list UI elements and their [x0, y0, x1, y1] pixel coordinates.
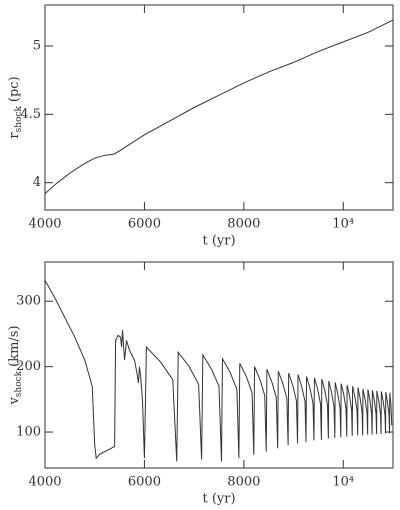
x-tick-label: 8000 [227, 475, 260, 490]
x-tick-label: 6000 [128, 475, 161, 490]
x-axis-label: t (yr) [202, 234, 235, 249]
y-label-sub: shock [14, 370, 24, 397]
y-tick-label: 4.5 [20, 107, 41, 122]
y-tick-label: 5 [33, 39, 41, 54]
x-axis-label: t (yr) [202, 492, 235, 507]
x-tick-label: 6000 [128, 217, 161, 232]
y-label-main: v [7, 397, 22, 406]
y-label-unit: (pc) [7, 76, 22, 102]
y-label-main: r [7, 132, 22, 139]
y-axis-label: rshock (pc) [7, 76, 24, 138]
x-tick-label: 4000 [28, 475, 61, 490]
x-tick-label: 10⁴ [332, 475, 354, 490]
data-line [44, 19, 394, 194]
y-tick-label: 100 [16, 425, 41, 440]
x-tick-label: 10⁴ [332, 217, 354, 232]
y-axis-label: vshock (km/s) [7, 325, 24, 405]
plot-frame [44, 261, 394, 469]
plot-frame [44, 4, 394, 211]
x-tick-label: 4000 [28, 217, 61, 232]
data-line [44, 280, 393, 462]
y-label-sub: shock [14, 106, 24, 133]
y-tick-label: 200 [16, 359, 41, 374]
y-tick-label: 4 [33, 175, 41, 190]
y-label-unit: (km/s) [7, 325, 22, 366]
x-tick-label: 8000 [227, 217, 260, 232]
y-tick-label: 300 [16, 294, 41, 309]
